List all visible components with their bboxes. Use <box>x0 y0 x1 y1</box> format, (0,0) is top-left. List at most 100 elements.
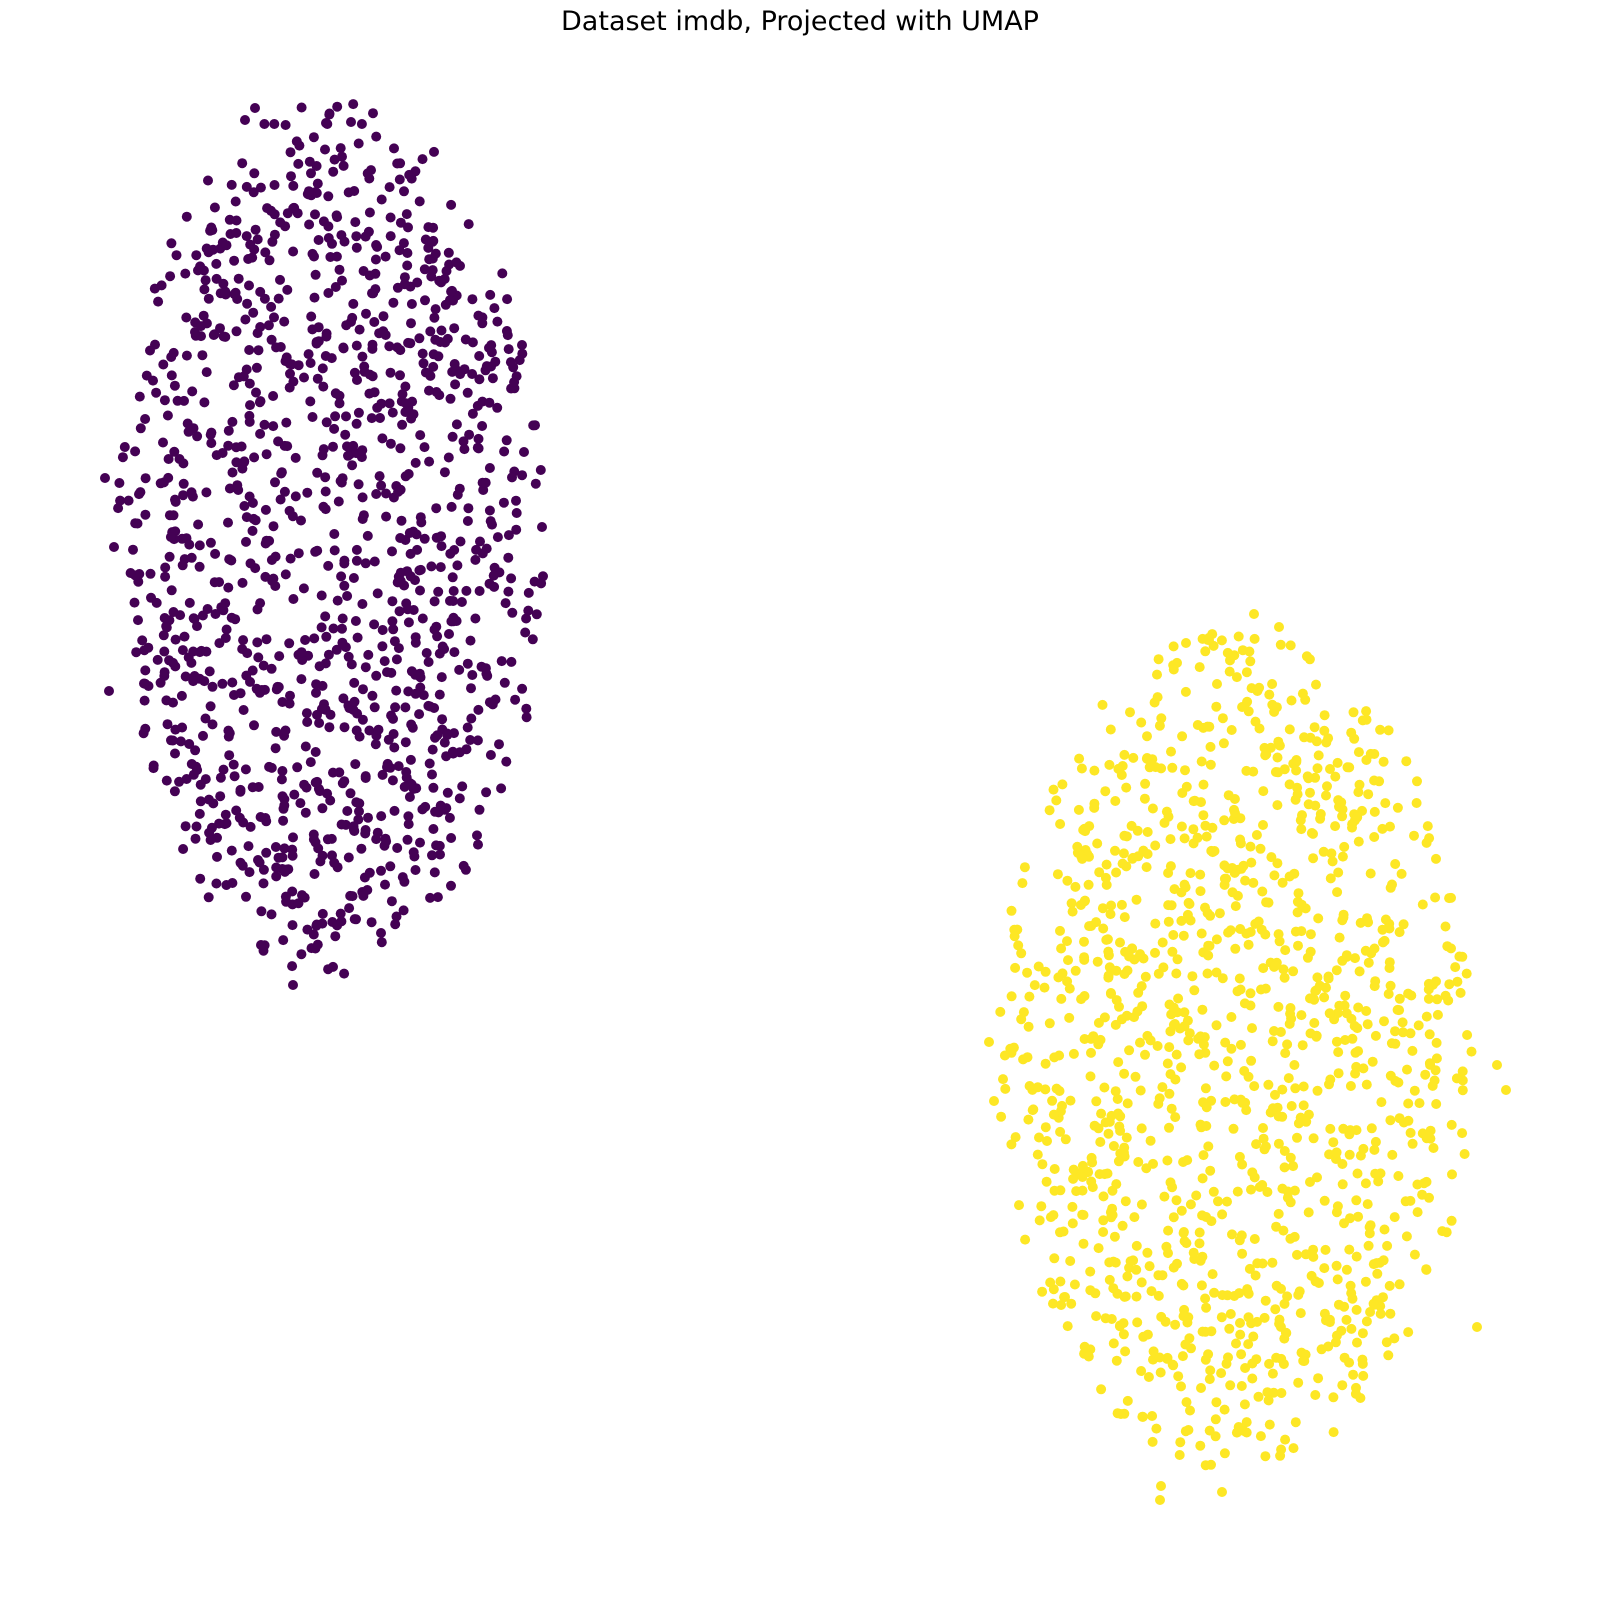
scatter-point-series-0 <box>241 670 252 681</box>
scatter-point-series-0 <box>458 860 469 871</box>
scatter-point-series-0 <box>429 146 439 157</box>
scatter-point-series-1 <box>1243 1339 1254 1350</box>
scatter-point-series-0 <box>406 318 416 329</box>
scatter-point-series-1 <box>1296 926 1307 937</box>
scatter-point-series-1 <box>1430 892 1441 903</box>
scatter-point-series-0 <box>296 515 306 526</box>
scatter-point-series-1 <box>1255 843 1266 854</box>
scatter-point-series-0 <box>160 562 171 573</box>
scatter-point-series-1 <box>1006 905 1017 916</box>
scatter-point-series-1 <box>1333 867 1344 878</box>
scatter-point-series-1 <box>1258 1123 1268 1133</box>
scatter-point-series-0 <box>278 815 289 826</box>
scatter-point-series-1 <box>1120 1196 1131 1207</box>
scatter-point-series-0 <box>371 240 382 250</box>
scatter-point-series-0 <box>168 347 179 358</box>
scatter-point-series-0 <box>290 452 301 463</box>
scatter-point-series-0 <box>484 463 495 473</box>
scatter-point-series-1 <box>1291 765 1302 776</box>
scatter-point-series-0 <box>428 824 439 834</box>
scatter-point-series-0 <box>264 255 275 266</box>
scatter-point-series-1 <box>1055 819 1066 829</box>
scatter-point-series-0 <box>465 735 476 745</box>
scatter-point-series-1 <box>1385 1308 1396 1319</box>
scatter-point-series-1 <box>1089 1120 1100 1131</box>
scatter-point-series-0 <box>317 908 328 919</box>
scatter-point-series-1 <box>1291 755 1302 765</box>
scatter-point-series-1 <box>1302 771 1313 782</box>
scatter-point-series-1 <box>1079 1341 1090 1352</box>
scatter-point-series-0 <box>349 677 360 688</box>
scatter-point-series-1 <box>1067 906 1078 917</box>
scatter-point-series-1 <box>1308 828 1318 839</box>
scatter-point-series-0 <box>135 423 146 434</box>
scatter-point-series-1 <box>1022 967 1033 978</box>
scatter-point-series-1 <box>1417 899 1428 910</box>
scatter-point-series-0 <box>162 410 173 421</box>
scatter-point-series-0 <box>363 649 374 660</box>
scatter-point-series-0 <box>377 641 388 652</box>
scatter-point-series-0 <box>390 702 401 713</box>
scatter-point-series-0 <box>233 372 244 383</box>
scatter-point-series-1 <box>1250 716 1261 727</box>
scatter-point-series-1 <box>1179 1007 1190 1018</box>
scatter-point-series-1 <box>1057 1100 1067 1111</box>
scatter-point-series-1 <box>1402 1064 1412 1075</box>
scatter-point-series-0 <box>428 222 439 233</box>
scatter-point-series-0 <box>403 337 414 348</box>
scatter-point-series-0 <box>446 616 457 627</box>
scatter-point-series-1 <box>1236 863 1247 874</box>
scatter-point-series-1 <box>1298 1081 1309 1092</box>
scatter-point-series-1 <box>1197 1210 1208 1221</box>
scatter-point-series-0 <box>350 217 361 228</box>
scatter-point-series-0 <box>312 178 323 189</box>
scatter-point-series-1 <box>1361 1079 1372 1090</box>
scatter-point-series-0 <box>387 407 398 418</box>
scatter-point-series-0 <box>435 337 446 347</box>
scatter-point-series-1 <box>1077 1172 1088 1182</box>
scatter-point-series-0 <box>389 805 400 816</box>
scatter-point-series-1 <box>1428 1143 1439 1153</box>
scatter-point-series-0 <box>245 821 256 832</box>
scatter-point-series-1 <box>1360 1178 1371 1189</box>
scatter-point-series-1 <box>1203 1349 1214 1360</box>
scatter-point-series-0 <box>436 672 447 683</box>
scatter-point-series-0 <box>462 658 473 669</box>
scatter-point-series-1 <box>1217 1487 1227 1497</box>
scatter-point-series-0 <box>348 298 359 309</box>
scatter-point-series-0 <box>273 293 284 304</box>
scatter-point-series-0 <box>277 766 288 776</box>
scatter-point-series-0 <box>177 560 188 571</box>
scatter-point-series-0 <box>387 546 397 557</box>
scatter-point-series-0 <box>232 480 243 491</box>
scatter-point-series-1 <box>1147 1436 1158 1447</box>
scatter-point-series-0 <box>329 529 340 539</box>
scatter-point-series-1 <box>1176 1278 1187 1289</box>
scatter-point-series-0 <box>211 258 222 269</box>
scatter-point-series-1 <box>1155 1367 1166 1378</box>
scatter-point-series-0 <box>349 914 360 925</box>
scatter-point-series-1 <box>1412 1207 1423 1218</box>
scatter-point-series-1 <box>1277 1084 1288 1095</box>
scatter-point-series-1 <box>1034 1132 1044 1143</box>
scatter-point-series-0 <box>220 286 231 297</box>
scatter-point-series-1 <box>1236 1381 1247 1391</box>
scatter-point-series-1 <box>1163 811 1174 822</box>
scatter-point-series-0 <box>503 530 514 541</box>
scatter-point-series-1 <box>1070 965 1081 976</box>
scatter-point-series-1 <box>1258 963 1269 974</box>
scatter-point-series-1 <box>1266 852 1277 863</box>
scatter-point-series-0 <box>158 437 168 448</box>
scatter-point-series-1 <box>1196 1280 1207 1291</box>
scatter-point-series-1 <box>1136 717 1147 728</box>
scatter-point-series-0 <box>339 722 350 733</box>
scatter-point-series-1 <box>1385 980 1396 991</box>
scatter-point-series-0 <box>335 476 346 486</box>
scatter-point-series-1 <box>1041 1176 1052 1187</box>
scatter-point-series-0 <box>248 187 259 198</box>
scatter-point-series-0 <box>297 890 307 901</box>
scatter-point-series-1 <box>1009 931 1020 942</box>
scatter-point-series-1 <box>1131 1240 1142 1251</box>
scatter-point-series-0 <box>174 776 185 787</box>
scatter-point-series-0 <box>255 322 266 332</box>
